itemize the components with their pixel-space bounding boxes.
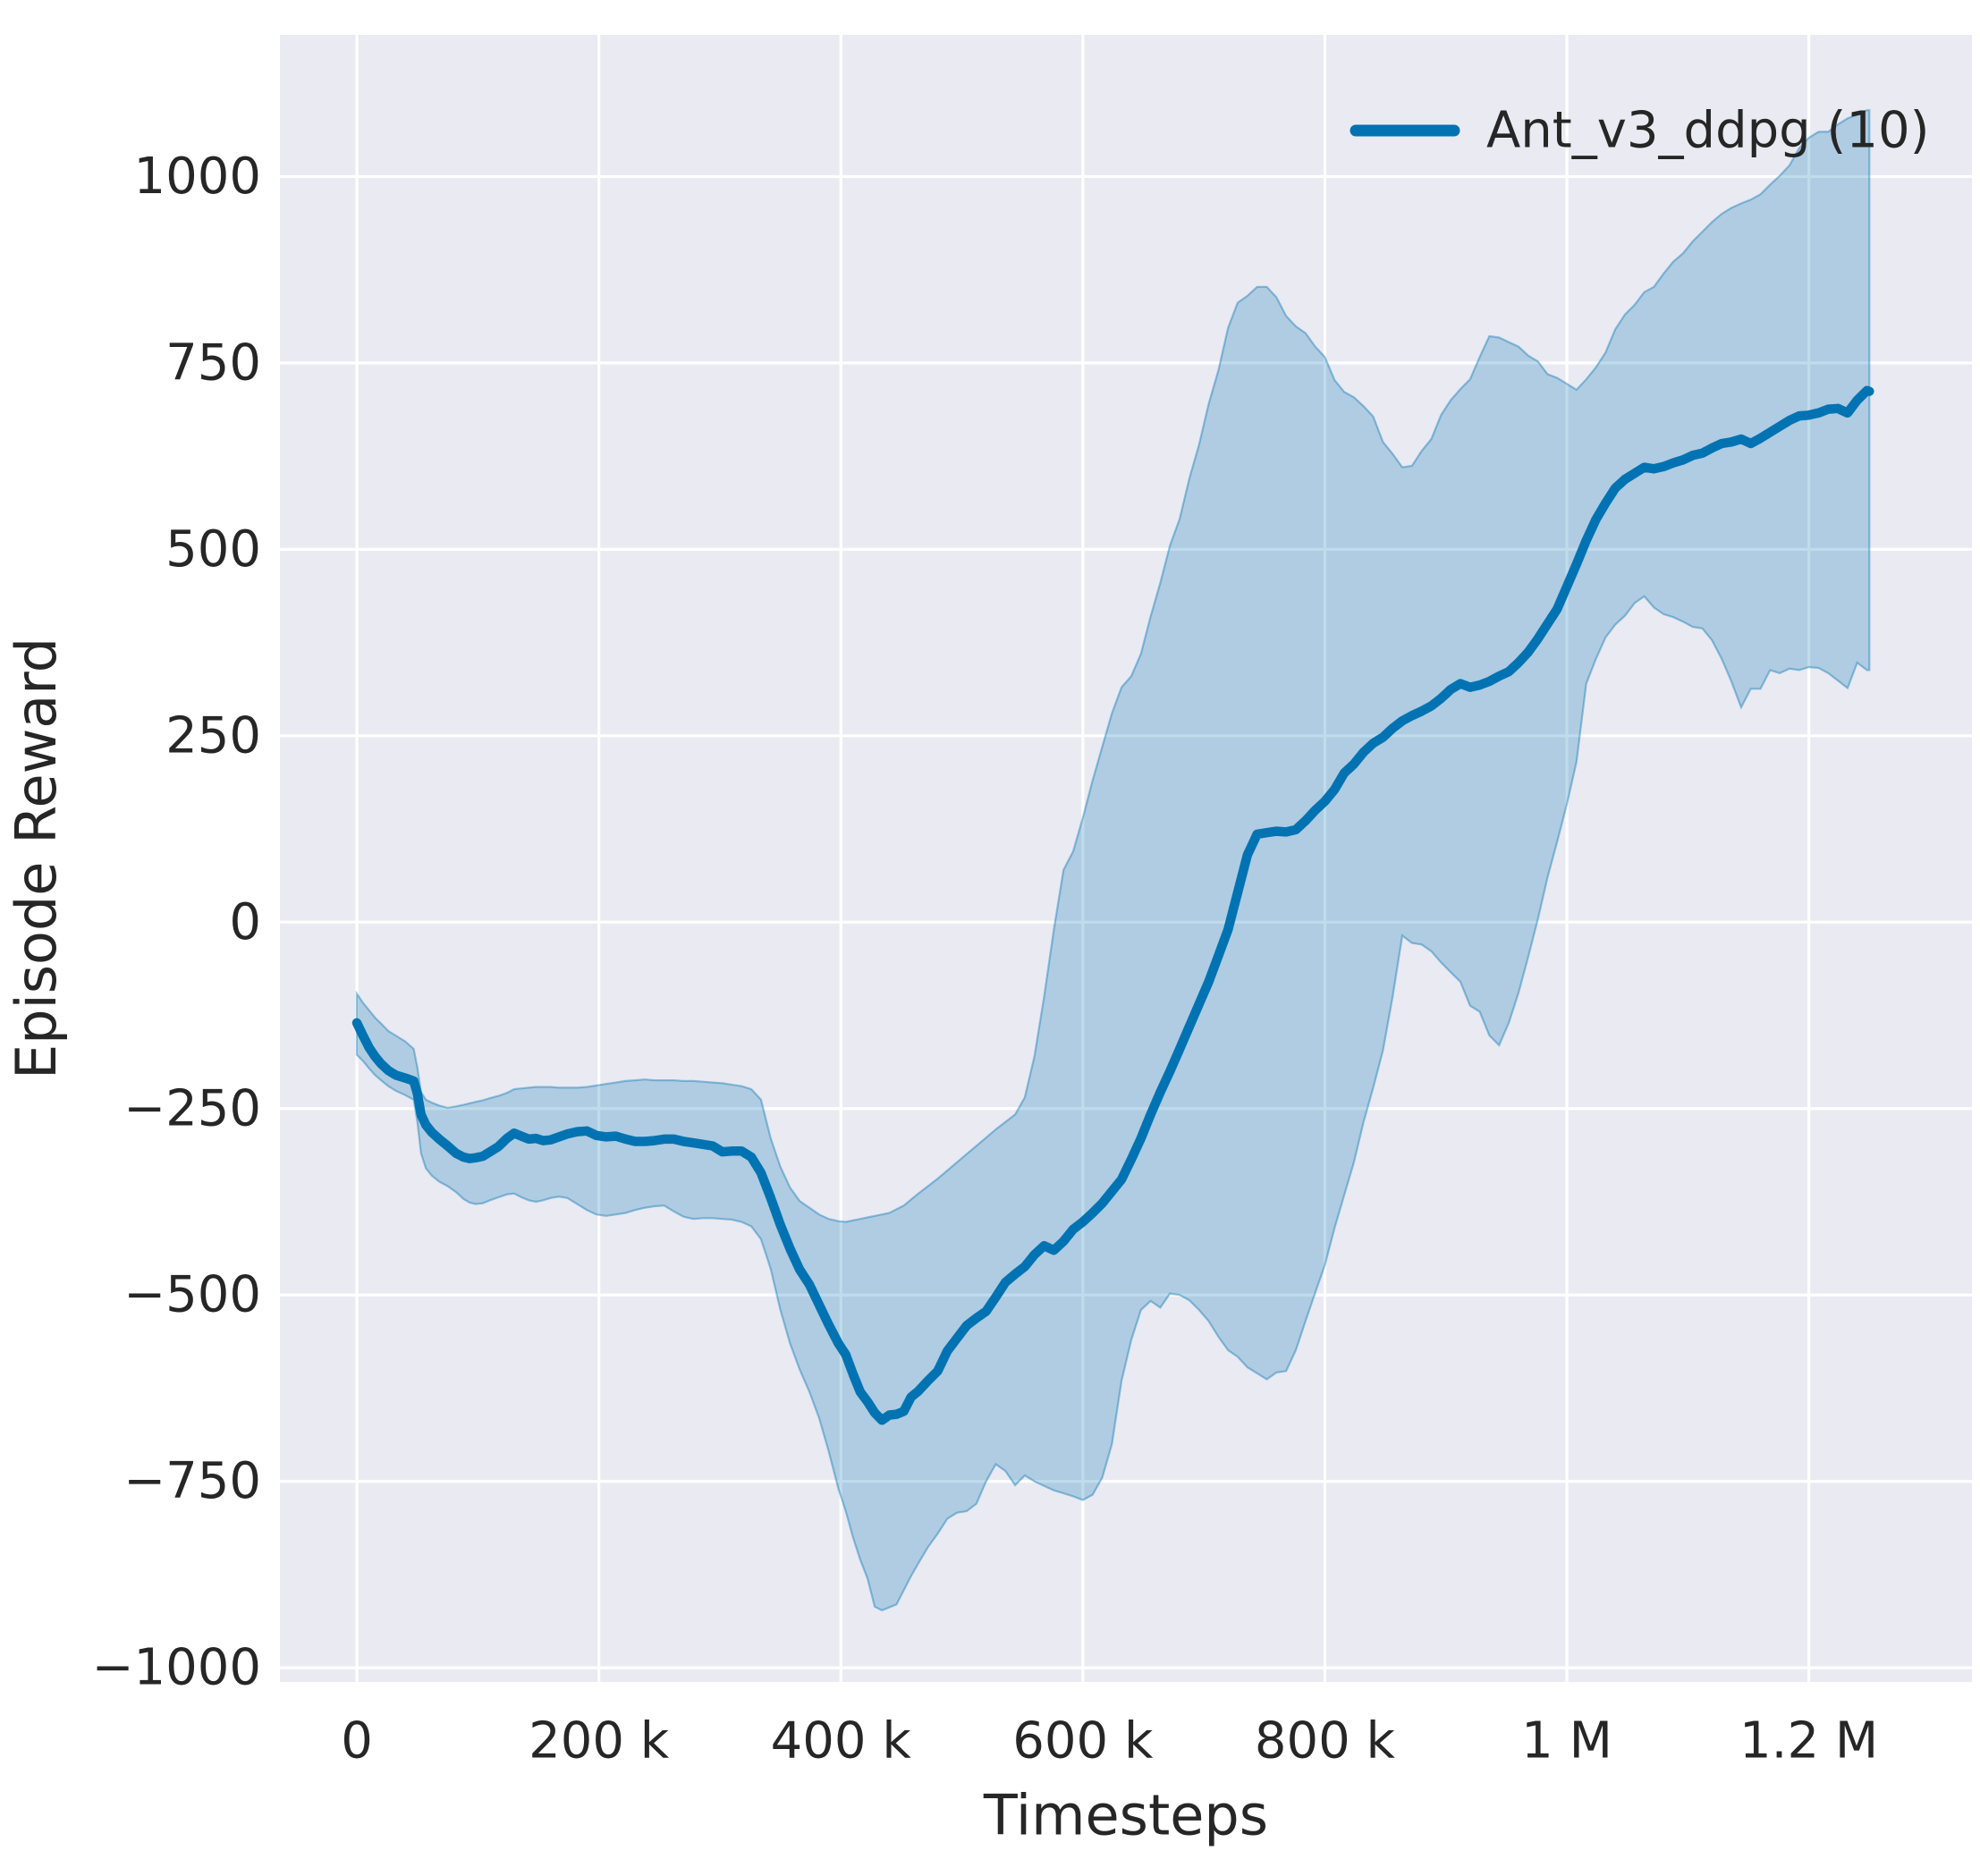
x-tick-label: 800 k <box>1255 1712 1396 1770</box>
mean-reward-line <box>351 385 1874 1425</box>
y-tick-label: −250 <box>123 1079 261 1137</box>
x-tick-label: 600 k <box>1012 1712 1154 1770</box>
x-tick-label: 1.2 M <box>1739 1712 1878 1770</box>
y-axis-label: Episode Reward <box>4 638 69 1079</box>
y-tick-label: 1000 <box>133 148 261 206</box>
x-tick-labels: 0 200 k 400 k 600 k 800 k 1 M 1.2 M <box>341 1712 1878 1770</box>
y-tick-label: 750 <box>165 334 261 392</box>
x-axis-label: Timesteps <box>983 1783 1268 1848</box>
y-tick-label: −1000 <box>92 1639 261 1697</box>
x-tick-label: 200 k <box>529 1712 670 1770</box>
x-tick-label: 1 M <box>1521 1712 1612 1770</box>
confidence-band <box>355 109 1871 1612</box>
y-tick-label: 250 <box>165 706 261 765</box>
y-tick-labels: 1000 750 500 250 0 −250 −500 −750 −1000 <box>92 148 261 1697</box>
x-tick-label: 0 <box>341 1712 373 1770</box>
legend-label: Ant_v3_ddpg (10) <box>1486 102 1929 160</box>
plot-background <box>280 35 1972 1682</box>
y-tick-label: −750 <box>123 1452 261 1510</box>
y-tick-label: 500 <box>165 520 261 579</box>
x-tick-label: 400 k <box>771 1712 912 1770</box>
y-tick-label: −500 <box>123 1266 261 1324</box>
y-tick-label: 0 <box>229 893 261 951</box>
gridlines <box>280 35 1972 1682</box>
legend: Ant_v3_ddpg (10) <box>1350 102 1929 160</box>
